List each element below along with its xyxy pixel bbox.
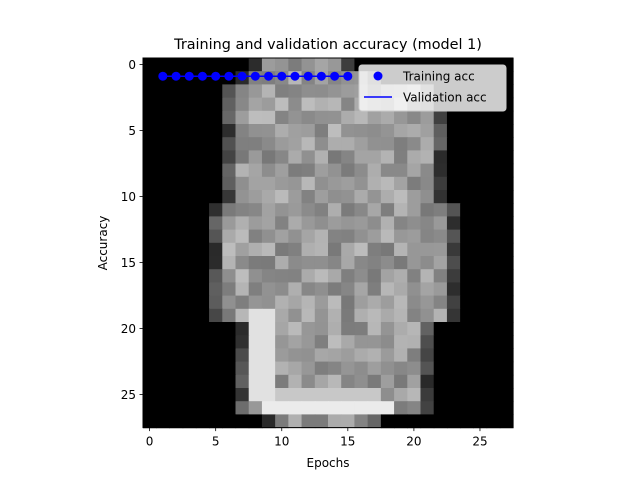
data-point-training-acc: [211, 71, 221, 81]
legend-label-validation: Validation acc: [403, 91, 487, 105]
x-tick-label: 25: [472, 435, 487, 449]
data-point-training-acc: [264, 71, 274, 81]
chart-title: Training and validation accuracy (model …: [173, 37, 482, 53]
data-point-training-acc: [171, 71, 181, 81]
data-point-training-acc: [330, 71, 340, 81]
axes-frame: [142, 57, 514, 429]
x-tick-label: 10: [274, 435, 289, 449]
legend-label-training: Training acc: [402, 70, 475, 84]
data-point-training-acc: [316, 71, 326, 81]
data-point-training-acc: [250, 71, 260, 81]
x-tick-label: 20: [406, 435, 421, 449]
y-tick-label: 20: [121, 322, 136, 336]
x-tick-label: 15: [340, 435, 355, 449]
y-tick-label: 0: [128, 58, 136, 72]
y-axis-label: Accuracy: [96, 216, 110, 271]
legend: Training acc Validation acc: [358, 64, 507, 112]
data-point-training-acc: [184, 71, 194, 81]
data-point-training-acc: [290, 71, 300, 81]
x-axis: 0 5 10 15 20 25: [146, 427, 488, 449]
data-point-training-acc: [343, 71, 353, 81]
y-tick-label: 15: [121, 256, 136, 270]
background-image: [143, 58, 514, 429]
y-tick-label: 25: [121, 388, 136, 402]
legend-box: [358, 64, 507, 112]
y-axis: 0 5 10 15 20 25: [121, 58, 143, 402]
data-point-training-acc: [224, 71, 234, 81]
x-tick-label: 0: [146, 435, 154, 449]
data-point-training-acc: [158, 71, 168, 81]
data-point-training-acc: [197, 71, 207, 81]
legend-marker-training: [373, 71, 383, 81]
plot-series: [158, 71, 353, 81]
y-tick-label: 10: [121, 190, 136, 204]
y-tick-label: 5: [128, 124, 136, 138]
data-point-training-acc: [277, 71, 287, 81]
x-axis-label: Epochs: [307, 456, 350, 470]
x-tick-label: 5: [212, 435, 220, 449]
data-point-training-acc: [237, 71, 247, 81]
data-point-training-acc: [303, 71, 313, 81]
